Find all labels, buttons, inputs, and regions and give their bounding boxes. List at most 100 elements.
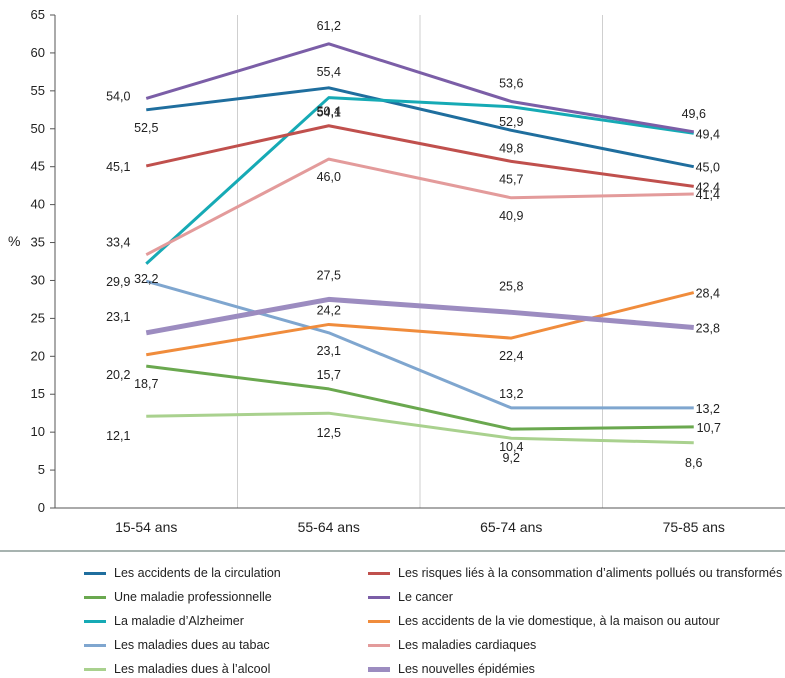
line-chart: % 0 5 10 15 20 25 30 35 40 45 50 55 60 65 15-54 ans 55…	[0, 7, 785, 552]
legend-swatch	[84, 643, 106, 647]
x-tick-label: 75-85 ans	[663, 519, 725, 535]
series-line	[146, 411, 694, 445]
series-line	[145, 296, 694, 336]
y-tick-label: 25	[31, 310, 45, 325]
data-label: 33,4	[106, 236, 130, 250]
x-tick-label: 65-74 ans	[480, 519, 542, 535]
series-line	[146, 364, 694, 431]
legend-swatch	[368, 643, 390, 647]
data-label: 46,0	[317, 170, 341, 184]
data-label: 45,0	[696, 161, 720, 175]
data-label: 22,4	[499, 349, 523, 363]
data-label: 23,1	[317, 344, 341, 358]
y-tick-label: 5	[38, 462, 45, 477]
y-tick-label: 35	[31, 235, 45, 250]
legend-item: Le cancer	[368, 588, 453, 606]
legend-label: Les risques liés à la consommation d’ali…	[398, 566, 783, 580]
data-label: 12,5	[317, 426, 341, 440]
legend-label: Une maladie professionnelle	[114, 590, 272, 604]
data-label: 27,5	[317, 268, 341, 282]
data-label: 45,1	[106, 160, 130, 174]
y-tick-label: 20	[31, 348, 45, 363]
legend-swatch	[368, 571, 390, 575]
legend-item: Les accidents de la vie domestique, à la…	[368, 612, 720, 630]
x-tick-label: 15-54 ans	[115, 519, 177, 535]
y-tick-label: 50	[31, 121, 45, 136]
y-tick-label: 65	[31, 7, 45, 22]
legend-swatch	[84, 595, 106, 599]
data-label: 52,5	[134, 121, 158, 135]
data-label: 40,9	[499, 209, 523, 223]
data-label: 42,4	[696, 180, 720, 194]
data-label: 10,4	[499, 440, 523, 454]
data-labels: 52,5 55,4 49,8 45,0 18,7 15,7 10,4 10,7 32,2 54,1…	[106, 19, 721, 470]
y-axis: 0 5 10 15 20 25 30 35 40 45 50 55 60 65	[31, 7, 56, 515]
legend-item: La maladie d’Alzheimer	[84, 612, 244, 630]
data-label: 61,2	[317, 19, 341, 33]
y-tick-label: 10	[31, 424, 45, 439]
legend-swatch	[84, 619, 106, 623]
legend-label: Les accidents de la circulation	[114, 566, 281, 580]
y-tick-label: 0	[38, 500, 45, 515]
data-label: 13,2	[499, 387, 523, 401]
series-line	[146, 86, 695, 169]
legend-label: Le cancer	[398, 590, 453, 604]
data-label: 52,9	[499, 115, 523, 129]
legend-swatch	[368, 619, 390, 623]
data-label: 53,6	[499, 76, 523, 90]
y-tick-label: 15	[31, 386, 45, 401]
data-label: 49,8	[499, 141, 523, 155]
legend-swatch	[368, 666, 390, 672]
legend-label: Les maladies cardiaques	[398, 638, 537, 652]
data-label: 25,8	[499, 279, 523, 293]
legend-item: Une maladie professionnelle	[84, 588, 272, 606]
series-line	[145, 157, 694, 257]
data-label: 49,6	[682, 107, 706, 121]
legend: Les accidents de la circulation Une malad…	[0, 560, 785, 678]
legend-item: Les nouvelles épidémies	[368, 660, 535, 678]
y-tick-label: 40	[31, 197, 45, 212]
data-label: 41,4	[696, 188, 720, 202]
y-tick-label: 30	[31, 272, 45, 287]
data-label: 29,9	[106, 275, 130, 289]
legend-swatch	[84, 571, 106, 575]
x-axis: 15-54 ans 55-64 ans 65-74 ans 75-85 ans	[0, 507, 785, 552]
data-label: 23,1	[106, 310, 130, 324]
legend-swatch	[368, 595, 390, 599]
legend-item: Les maladies dues au tabac	[84, 636, 270, 654]
legend-label: Les maladies dues au tabac	[114, 638, 270, 652]
series-line	[146, 291, 695, 357]
y-axis-label: %	[8, 233, 20, 249]
data-label: 49,4	[696, 127, 720, 141]
data-label: 9,2	[503, 451, 520, 465]
series-line	[145, 279, 694, 410]
legend-item: Les accidents de la circulation	[84, 564, 281, 582]
series-lines	[145, 42, 695, 445]
legend-swatch	[84, 667, 106, 671]
series-line	[145, 124, 694, 188]
data-label: 10,7	[697, 421, 721, 435]
legend-label: Les maladies dues à l’alcool	[114, 662, 271, 676]
x-tick-label: 55-64 ans	[298, 519, 360, 535]
y-tick-label: 60	[31, 45, 45, 60]
data-label: 20,2	[106, 368, 130, 382]
data-label: 18,7	[134, 377, 158, 391]
data-label: 32,2	[134, 272, 158, 286]
data-label: 12,1	[106, 429, 130, 443]
data-label: 54,0	[106, 89, 130, 103]
data-label: 8,6	[685, 456, 702, 470]
data-label: 55,4	[317, 65, 341, 79]
legend-item: Les maladies cardiaques	[368, 636, 536, 654]
legend-label: Les accidents de la vie domestique, à la…	[398, 614, 720, 628]
series-line	[145, 42, 694, 134]
y-tick-label: 55	[31, 83, 45, 98]
data-label: 28,4	[696, 287, 720, 301]
legend-item: Les risques liés à la consommation d’ali…	[368, 564, 782, 582]
series-line	[145, 96, 694, 265]
data-label: 50,4	[317, 105, 341, 119]
data-label: 23,8	[696, 321, 720, 335]
data-label: 13,2	[696, 402, 720, 416]
data-label: 54,1	[317, 106, 341, 120]
grid-lines	[237, 15, 603, 508]
legend-label: Les nouvelles épidémies	[398, 662, 535, 676]
